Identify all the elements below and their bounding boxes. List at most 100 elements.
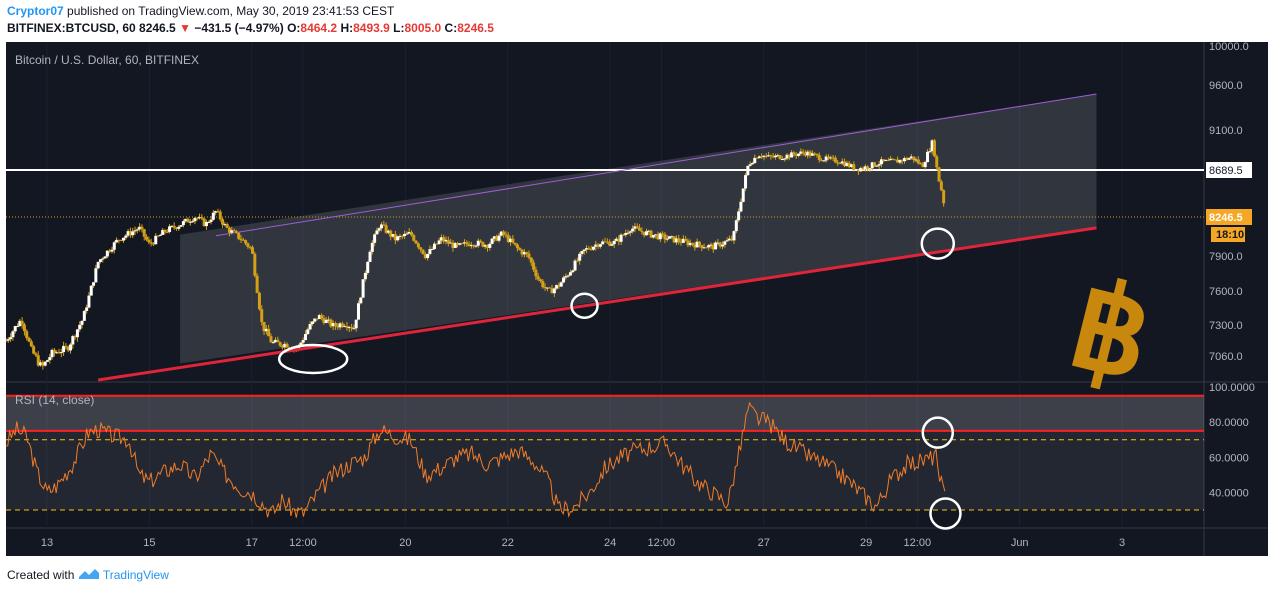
candle-body [469, 245, 473, 247]
candle-body [810, 153, 814, 156]
candle-body [18, 320, 22, 327]
candle-body [465, 242, 469, 245]
candle-body [274, 339, 278, 343]
candle-body [877, 164, 881, 166]
rsi-series-line[interactable] [5, 401, 946, 518]
candle-body [932, 140, 936, 157]
candle-body [472, 245, 476, 247]
candle-body [172, 225, 176, 228]
tradingview-brand[interactable]: TradingView [102, 568, 169, 582]
candle-body [423, 254, 427, 259]
candle-body [481, 241, 485, 247]
candle-body [817, 155, 821, 161]
candle-body [688, 242, 692, 246]
candle-body [453, 243, 457, 248]
candle-body [555, 284, 559, 289]
price-tick-label: 8689.5 [1209, 165, 1243, 177]
candle-body [255, 275, 259, 293]
candle-body [310, 321, 314, 325]
candle-body [400, 235, 404, 237]
candle-body [126, 231, 130, 236]
candle-body [271, 342, 275, 344]
chart-panel[interactable]: ฿ Bitcoin / U.S. Dollar, 60, BITFINEX 1000… [4, 41, 1268, 556]
candle-body [373, 234, 377, 243]
time-tick-label: 15 [143, 537, 155, 549]
created-with-text: Created with [7, 568, 75, 582]
rsi-band-fill [6, 430, 1204, 510]
countdown-tag [1211, 227, 1245, 242]
candle-body [315, 318, 319, 320]
candle-body [11, 331, 15, 338]
candle-body [209, 219, 213, 222]
candle-body [435, 243, 439, 245]
candle-body [361, 279, 365, 298]
candle-body [444, 239, 448, 242]
candle-body [488, 243, 492, 248]
candle-body [642, 231, 646, 236]
rsi-tick-label: 100.0000 [1209, 382, 1255, 394]
candle-body [612, 240, 616, 245]
candle-body [352, 328, 356, 330]
candle-body [356, 303, 360, 320]
candle-body [870, 162, 874, 169]
candle-body [50, 349, 54, 358]
candle-body [854, 169, 858, 171]
candle-body [409, 232, 413, 236]
candle-body [211, 212, 215, 220]
candle-body [29, 341, 33, 347]
candle-body [720, 244, 724, 247]
chart-svg[interactable]: ฿ Bitcoin / U.S. Dollar, 60, BITFINEX 1000… [4, 41, 1268, 556]
candle-body [916, 159, 920, 164]
candle-body [285, 343, 289, 348]
candle-body [276, 339, 280, 343]
candle-body [564, 276, 568, 278]
candle-body [840, 161, 844, 164]
price-tick-label: 9600.0 [1209, 80, 1243, 92]
price-pane-title: Bitcoin / U.S. Dollar, 60, BITFINEX [15, 53, 199, 67]
candle-body [679, 241, 683, 243]
candle-body [923, 162, 927, 168]
candle-body [343, 325, 347, 327]
candle-body [59, 352, 63, 354]
candle-body [732, 231, 736, 241]
candle-body [340, 323, 344, 327]
candle-body [822, 160, 826, 162]
candle-body [299, 342, 303, 346]
candle-body [529, 257, 533, 263]
author-name[interactable]: Cryptor07 [7, 4, 64, 18]
candle-body [151, 243, 155, 245]
candle-body [350, 327, 354, 329]
candle-body [900, 159, 904, 162]
candle-body [624, 232, 628, 235]
candle-body [882, 159, 886, 161]
candle-body [518, 248, 522, 250]
candle-body [20, 320, 24, 325]
channel-upper-line[interactable] [215, 93, 1097, 237]
candle-body [433, 243, 437, 249]
candle-body [55, 352, 59, 354]
candle-body [670, 236, 674, 238]
candle-body [140, 226, 144, 230]
candle-body [926, 151, 930, 163]
candle-body [476, 240, 480, 246]
candle-body [27, 337, 31, 342]
candle-body [403, 233, 407, 237]
candle-body [456, 243, 460, 245]
candle-body [737, 211, 741, 221]
rsi-tick-label: 80.0000 [1209, 417, 1249, 429]
candle-body [347, 327, 351, 329]
candle-body [769, 155, 773, 157]
candle-body [260, 309, 264, 322]
candle-body [928, 151, 932, 153]
price-tick-label: 8246.5 [1209, 212, 1243, 224]
candle-body [753, 157, 757, 164]
candle-body [380, 224, 384, 229]
candle-body [792, 152, 796, 155]
candle-body [251, 247, 255, 254]
highlight-circle [570, 292, 599, 319]
candle-body [776, 155, 780, 157]
candle-body [64, 345, 68, 347]
candle-body [536, 276, 540, 280]
candle-body [269, 336, 273, 343]
candle-body [711, 244, 715, 250]
